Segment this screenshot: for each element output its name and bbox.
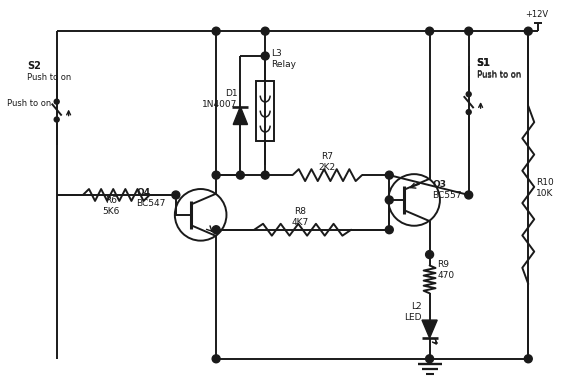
Circle shape [236, 171, 245, 179]
Text: R10: R10 [536, 178, 554, 187]
Text: 1N4007: 1N4007 [202, 100, 238, 109]
Text: L3: L3 [271, 49, 282, 58]
Circle shape [172, 191, 180, 199]
Circle shape [261, 52, 269, 60]
Text: S2: S2 [27, 61, 41, 71]
Text: Push to on: Push to on [7, 99, 51, 108]
Circle shape [54, 99, 59, 104]
Circle shape [385, 226, 393, 234]
Text: R8: R8 [294, 207, 306, 216]
Circle shape [466, 110, 471, 115]
Circle shape [385, 171, 393, 179]
Text: Relay: Relay [271, 60, 296, 69]
Text: 5K6: 5K6 [103, 207, 120, 216]
Circle shape [385, 196, 393, 204]
Text: +12V: +12V [525, 10, 548, 19]
Circle shape [212, 27, 220, 35]
Text: L2: L2 [411, 302, 422, 311]
Circle shape [465, 191, 473, 199]
Text: R9: R9 [437, 261, 450, 270]
Circle shape [524, 27, 532, 35]
Circle shape [426, 27, 433, 35]
Circle shape [261, 171, 269, 179]
Polygon shape [422, 320, 437, 338]
Text: BC547: BC547 [136, 199, 166, 208]
Text: D1: D1 [225, 89, 238, 98]
Text: Push to on: Push to on [476, 71, 521, 80]
Circle shape [212, 171, 220, 179]
Polygon shape [233, 107, 248, 124]
Circle shape [426, 355, 433, 363]
Text: 10K: 10K [536, 189, 554, 198]
Text: Push to on: Push to on [476, 70, 521, 79]
Text: 4K7: 4K7 [291, 218, 309, 227]
Text: 470: 470 [437, 271, 455, 280]
Text: Q3: Q3 [433, 180, 447, 189]
Circle shape [426, 251, 433, 258]
Text: R6: R6 [105, 196, 117, 205]
Text: Q4: Q4 [136, 188, 150, 197]
Text: Push to on: Push to on [27, 73, 71, 82]
Text: S1: S1 [476, 58, 490, 68]
Circle shape [466, 92, 471, 97]
Circle shape [212, 226, 220, 234]
Text: LED: LED [404, 313, 422, 322]
Bar [256, 80, 274, 141]
Circle shape [261, 27, 269, 35]
Circle shape [465, 27, 473, 35]
Circle shape [212, 355, 220, 363]
Text: BC557: BC557 [433, 191, 462, 200]
Circle shape [54, 117, 59, 122]
Text: R7: R7 [321, 152, 333, 161]
Text: 2K2: 2K2 [318, 163, 335, 172]
Text: S1: S1 [476, 58, 490, 68]
Circle shape [524, 355, 532, 363]
